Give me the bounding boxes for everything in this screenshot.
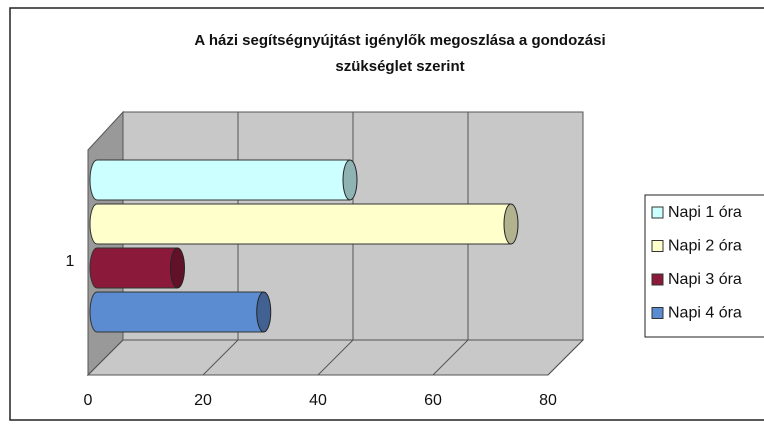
grid-line: [317, 339, 354, 376]
x-tick-label: 20: [194, 392, 212, 409]
legend-swatch: [651, 206, 664, 219]
bar: [89, 203, 512, 245]
legend-label: Napi 4 óra: [668, 305, 742, 322]
x-tick-label: 60: [424, 392, 442, 409]
bar-cap: [503, 203, 519, 245]
grid-line: [202, 339, 239, 376]
bar: [89, 159, 351, 201]
legend-label: Napi 1 óra: [668, 204, 742, 221]
legend-box: [644, 194, 764, 338]
legend-swatch: [651, 240, 664, 252]
bar-cap: [342, 159, 358, 201]
legend-swatch: [651, 307, 664, 319]
legend-swatch: [651, 273, 664, 286]
bar-cap: [170, 247, 185, 289]
chart-title: A házi segítségnyújtást igénylők megoszl…: [194, 32, 606, 75]
legend-label: Napi 2 óra: [668, 238, 742, 255]
x-tick-label: 40: [309, 392, 327, 409]
x-tick-label: 0: [84, 392, 93, 409]
grid-line: [87, 339, 124, 376]
legend-label: Napi 3 óra: [668, 271, 742, 288]
grid-line: [547, 339, 584, 376]
bar: [89, 291, 265, 333]
grid-line: [432, 339, 469, 376]
y-tick-label: 1: [66, 253, 75, 270]
bar: [89, 247, 178, 289]
x-tick-label: 80: [539, 392, 557, 409]
bar-cap: [256, 291, 272, 333]
